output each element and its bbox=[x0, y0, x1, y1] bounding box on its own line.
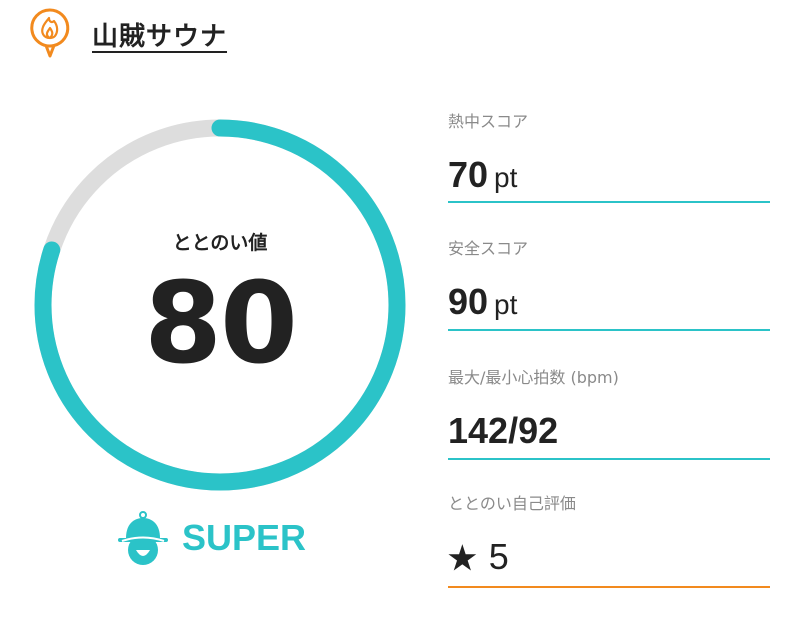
rank-label: SUPER bbox=[182, 517, 307, 558]
header: 山賊サウナ bbox=[30, 8, 227, 60]
gauge-value: 80 bbox=[144, 259, 298, 389]
sauna-hat-icon bbox=[118, 511, 168, 565]
stat-self-rating: ととのい自己評価 ★ 5 bbox=[448, 490, 770, 588]
stat-safety-score: 安全スコア 90 pt bbox=[448, 235, 770, 331]
gauge-progress-arc bbox=[34, 119, 406, 491]
flame-pin-icon bbox=[30, 8, 70, 58]
star-icon: ★ bbox=[448, 540, 477, 576]
rank-badge: SUPER bbox=[118, 510, 306, 566]
stat-value: ★ 5 bbox=[448, 536, 509, 577]
facility-title-link[interactable]: 山賊サウナ bbox=[92, 21, 228, 52]
stat-heart-rate: 最大/最小心拍数 (bpm) 142/92 bbox=[448, 364, 770, 460]
stat-divider bbox=[448, 329, 770, 331]
stat-label: 最大/最小心拍数 (bpm) bbox=[448, 368, 619, 387]
gauge-label: ととのい値 bbox=[172, 232, 268, 254]
stat-value: 142/92 bbox=[448, 410, 559, 451]
stat-divider bbox=[448, 458, 770, 460]
stat-divider bbox=[448, 586, 770, 588]
stat-label: 安全スコア bbox=[448, 239, 529, 258]
stat-heat-score: 熱中スコア 70 pt bbox=[448, 108, 770, 203]
stat-divider bbox=[448, 201, 770, 203]
stat-label: 熱中スコア bbox=[448, 112, 529, 131]
stat-value: 90 pt bbox=[448, 281, 518, 322]
stat-label: ととのい自己評価 bbox=[448, 494, 576, 513]
totonoi-gauge bbox=[34, 119, 406, 491]
stat-value: 70 pt bbox=[448, 154, 518, 195]
